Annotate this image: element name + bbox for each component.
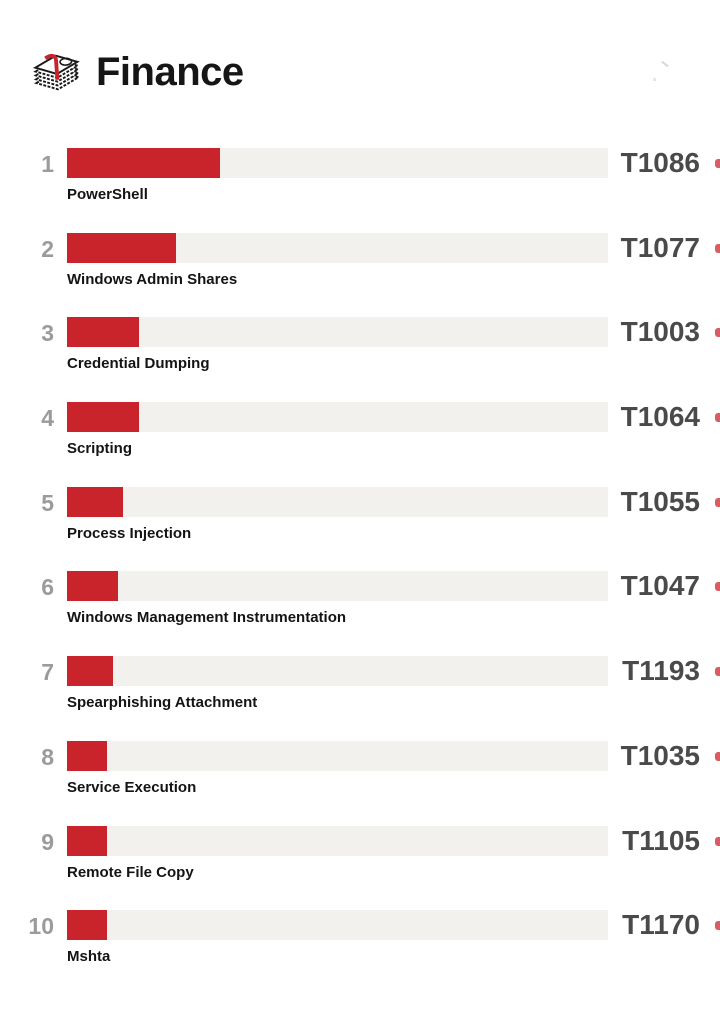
technique-id: T1077 [620, 231, 700, 263]
rank-label: 9 [41, 828, 54, 855]
bar-track [67, 910, 608, 941]
bar-track [67, 571, 608, 602]
trend-arrow-fragment-icon [715, 921, 720, 931]
technique-id: T1170 [622, 909, 700, 941]
technique-id: T1105 [622, 824, 700, 856]
technique-list: 1 PowerShell T1086 2 Windows Admin Share… [0, 148, 720, 995]
technique-name: PowerShell [67, 186, 148, 203]
technique-row: 8 Service Execution T1035 [0, 739, 720, 826]
bar-fill [67, 910, 107, 941]
technique-row: 6 Windows Management Instrumentation T10… [0, 571, 720, 656]
technique-id: T1047 [620, 570, 700, 602]
technique-name: Scripting [67, 440, 133, 458]
trend-arrow-fragment-icon [715, 328, 720, 338]
technique-id: T1035 [620, 739, 700, 771]
technique-name: Service Execution [67, 778, 197, 796]
technique-row: 4 Scripting T1064 [0, 402, 720, 487]
panel-header: Finance [28, 44, 244, 100]
rank-label: 5 [41, 489, 54, 516]
rank-label: 8 [41, 743, 54, 770]
bar-fill [67, 656, 113, 687]
technique-name: Mshta [67, 948, 111, 966]
trend-arrow-fragment-icon [715, 582, 720, 592]
technique-name: Remote File Copy [67, 863, 194, 881]
rank-label: 3 [41, 320, 54, 347]
rank-label: 10 [28, 913, 54, 940]
bar-fill [67, 571, 118, 602]
bar-track [67, 317, 608, 348]
page-title: Finance [96, 50, 244, 94]
technique-name: Credential Dumping [67, 355, 210, 373]
technique-name: Windows Admin Shares [67, 270, 238, 288]
bar-track [67, 402, 608, 433]
trend-arrow-fragment-icon [715, 751, 720, 761]
bar-fill [67, 486, 123, 517]
technique-id: T1086 [620, 147, 700, 178]
technique-row: 9 Remote File Copy T1105 [0, 824, 720, 911]
technique-id: T1193 [622, 655, 700, 687]
technique-id: T1064 [620, 401, 700, 433]
bar-track [67, 232, 608, 263]
rank-label: 2 [41, 235, 54, 262]
bar-track [67, 740, 608, 771]
technique-id: T1055 [620, 485, 700, 517]
trend-arrow-fragment-icon [715, 159, 720, 168]
bar-track [67, 825, 608, 856]
money-stack-icon [32, 53, 81, 91]
rank-label: 7 [41, 659, 54, 686]
bar-fill [67, 148, 220, 178]
bar-track [67, 486, 608, 517]
technique-row: 10 Mshta T1170 [0, 910, 720, 995]
trend-arrow-fragment-icon [715, 497, 720, 507]
technique-row: 3 Credential Dumping T1003 [0, 317, 720, 402]
technique-name: Spearphishing Attachment [67, 694, 258, 712]
stray-mark-icon [661, 60, 669, 68]
technique-name: Process Injection [67, 524, 192, 542]
technique-id: T1003 [620, 316, 700, 348]
stray-dot-icon [653, 78, 656, 81]
rank-label: 4 [41, 405, 54, 432]
bar-fill [67, 317, 139, 348]
bar-track [67, 148, 608, 178]
technique-row: 7 Spearphishing Attachment T1193 [0, 656, 720, 741]
trend-arrow-fragment-icon [715, 243, 720, 253]
trend-arrow-fragment-icon [715, 667, 720, 677]
technique-row: 2 Windows Admin Shares T1077 [0, 231, 720, 318]
trend-arrow-fragment-icon [715, 413, 720, 423]
rank-label: 6 [41, 574, 54, 601]
bar-fill [67, 825, 107, 856]
technique-row: 1 PowerShell T1086 [0, 148, 720, 233]
bar-fill [67, 402, 139, 433]
rank-label: 1 [41, 151, 54, 177]
bar-fill [67, 740, 107, 771]
bar-fill [67, 232, 176, 263]
technique-row: 5 Process Injection T1055 [0, 485, 720, 572]
bar-track [67, 656, 608, 687]
trend-arrow-fragment-icon [715, 836, 720, 846]
technique-name: Windows Management Instrumentation [67, 609, 347, 627]
